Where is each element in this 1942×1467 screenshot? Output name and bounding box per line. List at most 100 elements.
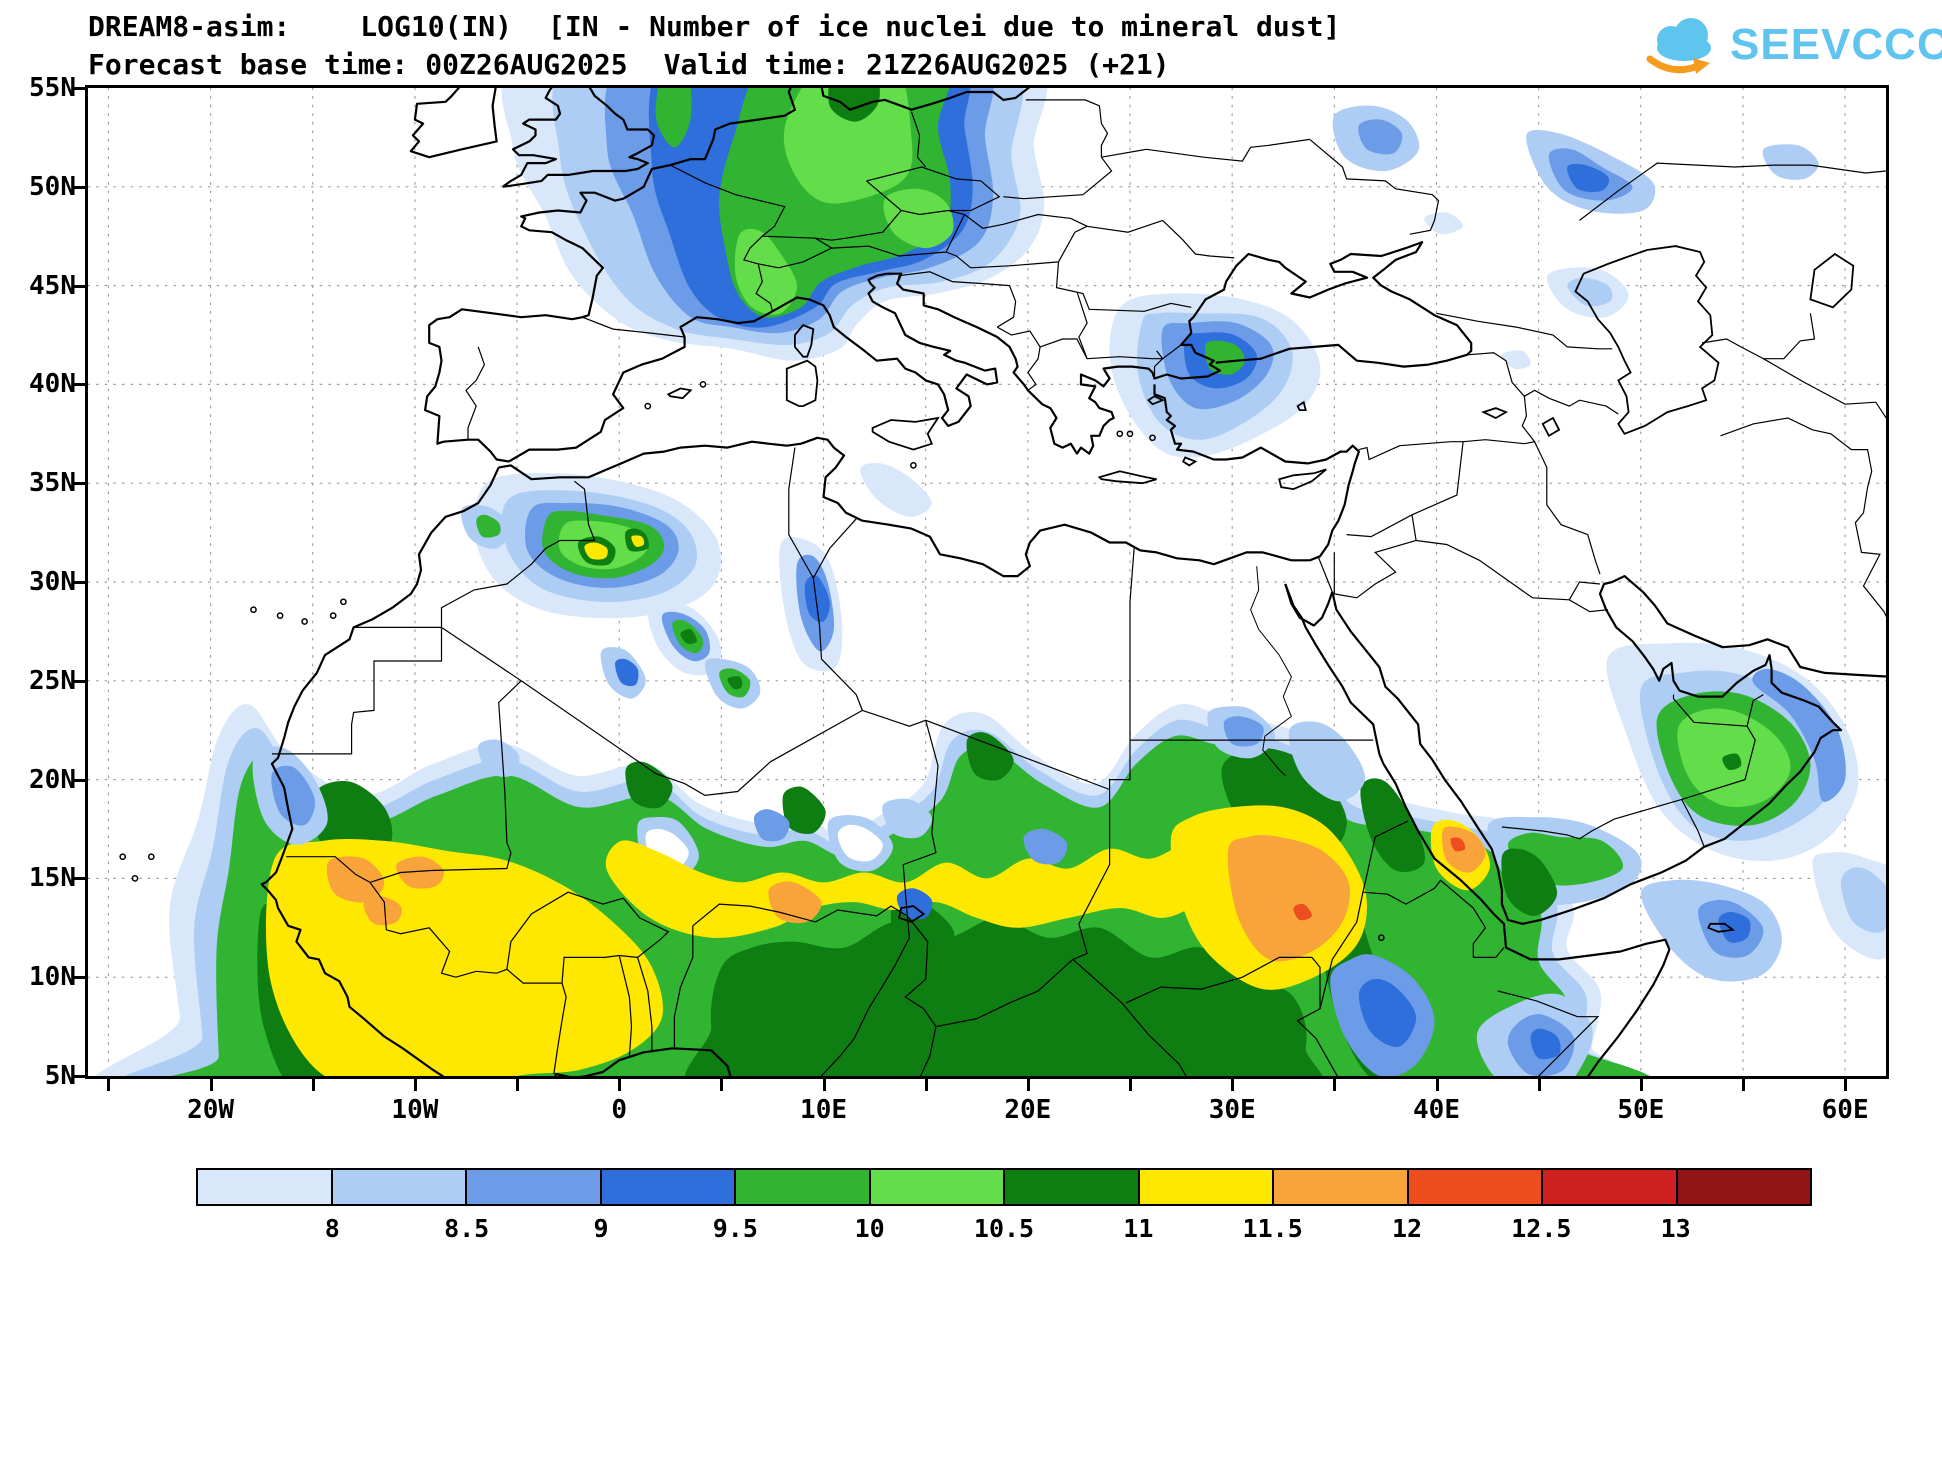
country-border <box>1296 892 1364 1076</box>
colorbar-label: 12 <box>1391 1214 1423 1243</box>
country-border <box>1579 162 1886 221</box>
shaded-region <box>883 188 954 249</box>
country-border <box>831 209 966 257</box>
coastline <box>498 384 1360 578</box>
shaded-region <box>1567 163 1610 193</box>
shaded-region <box>1358 119 1403 155</box>
colorbar-label: 8.5 <box>444 1214 490 1243</box>
shaded-region <box>1840 867 1886 933</box>
country-border <box>520 680 863 797</box>
shaded-region <box>1501 350 1531 370</box>
lon-axis-tick <box>1129 1079 1133 1091</box>
shaded-region <box>326 856 385 903</box>
country-border <box>896 271 1017 328</box>
island-or-lake-outline <box>1574 245 1720 435</box>
lat-axis-tick <box>73 976 85 980</box>
small-island <box>329 612 337 619</box>
seevccc-cloud-icon <box>1646 18 1711 74</box>
lat-axis-tick <box>73 482 85 486</box>
shaded-region <box>804 575 830 623</box>
shaded-region <box>890 903 955 958</box>
lon-axis-label: 60E <box>1821 1095 1869 1125</box>
country-border <box>618 955 633 1057</box>
lon-axis-label: 30E <box>1208 1095 1256 1125</box>
small-island <box>119 853 127 861</box>
shaded-region <box>680 629 697 644</box>
lat-axis-label: 35N <box>29 468 76 499</box>
island-or-lake-outline <box>794 324 815 358</box>
country-border <box>1087 219 1235 259</box>
shaded-region <box>476 514 501 538</box>
lon-axis-tick <box>1435 1079 1439 1091</box>
island-or-lake-outline <box>1706 922 1736 933</box>
valid-time-label: Valid time: <box>663 48 850 81</box>
country-border <box>1436 312 1613 350</box>
lead-time: (+21) <box>1085 48 1170 81</box>
shaded-region <box>655 88 692 148</box>
country-border <box>862 709 1110 791</box>
shaded-region <box>882 798 933 839</box>
shaded-region <box>271 765 316 826</box>
shaded-region <box>1227 835 1350 962</box>
lon-axis-tick <box>311 1079 315 1091</box>
colorbar-legend <box>196 1168 1812 1206</box>
island-or-lake-outline <box>1481 407 1509 420</box>
island-or-lake-outline <box>1278 468 1327 491</box>
colorbar-label: 13 <box>1660 1214 1691 1243</box>
country-border <box>1763 358 1886 419</box>
country-border <box>1681 799 1705 848</box>
lon-axis-tick <box>1231 1079 1235 1091</box>
country-border <box>1497 990 1600 1076</box>
lon-axis-tick <box>209 1079 213 1091</box>
lon-axis-tick <box>1026 1079 1030 1091</box>
country-border <box>1317 556 1333 593</box>
country-border <box>1501 798 1682 840</box>
shaded-region <box>1762 144 1819 180</box>
colorbar-segment <box>198 1170 333 1204</box>
island-or-lake-outline <box>1181 456 1198 467</box>
coastline <box>1250 566 1292 776</box>
shaded-region <box>734 228 798 315</box>
country-border <box>1072 789 1111 960</box>
shaded-region <box>753 809 790 842</box>
country-border <box>820 915 911 1076</box>
lat-axis-label: 55N <box>29 73 76 103</box>
country-border <box>1416 539 1609 613</box>
shaded-region <box>685 917 1323 1076</box>
shaded-region <box>631 535 645 547</box>
country-border <box>1473 947 1505 958</box>
colorbar-label: 11 <box>1123 1214 1154 1243</box>
colorbar-segment <box>1677 1170 1810 1204</box>
lon-axis-tick <box>1333 1079 1337 1091</box>
shaded-region <box>1204 340 1245 375</box>
country-border <box>1153 350 1164 379</box>
country-border <box>1720 417 1886 618</box>
country-border <box>945 213 1089 269</box>
colorbar-segment <box>467 1170 602 1204</box>
lat-axis-label: 20N <box>29 764 76 795</box>
country-border <box>1362 879 1487 929</box>
island-or-lake-outline <box>1097 470 1157 485</box>
country-border <box>1072 958 1187 1076</box>
country-border <box>1109 740 1131 790</box>
country-border <box>996 326 1041 348</box>
lon-axis-tick <box>1844 1079 1848 1091</box>
country-border <box>1087 344 1182 360</box>
small-island <box>131 875 139 882</box>
lat-axis-tick <box>73 877 85 881</box>
colorbar-label: 9.5 <box>712 1214 758 1243</box>
lon-axis-label: 10E <box>800 1095 848 1125</box>
country-border <box>743 235 833 269</box>
small-island <box>276 612 284 619</box>
shaded-region <box>584 542 608 560</box>
shaded-region <box>1293 903 1312 921</box>
colorbar-segment <box>1274 1170 1409 1204</box>
country-border <box>788 447 814 579</box>
lat-axis-label: 30N <box>29 567 76 597</box>
shaded-region <box>1752 668 1846 802</box>
colorbar-segment <box>736 1170 871 1204</box>
country-border <box>455 968 508 978</box>
small-island <box>910 462 917 469</box>
country-border <box>1027 346 1041 391</box>
small-island <box>1126 430 1134 438</box>
